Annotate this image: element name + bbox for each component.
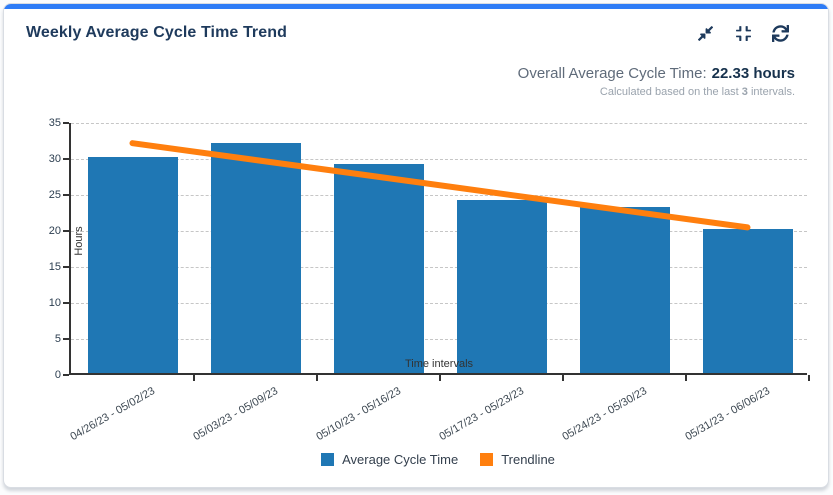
gridline	[71, 195, 807, 196]
y-tick-label: 20	[48, 225, 61, 237]
y-axis-tick	[63, 338, 69, 340]
compress-arrows-icon	[697, 25, 713, 41]
caption-suffix: intervals.	[747, 85, 795, 98]
x-axis-tick	[193, 375, 195, 381]
legend-label: Average Cycle Time	[342, 452, 459, 467]
chart-legend: Average Cycle Time Trendline	[69, 452, 807, 467]
widget-header: Weekly Average Cycle Time Trend	[4, 9, 828, 43]
x-tick-label: 05/10/23 - 05/16/23	[313, 385, 403, 444]
x-tick-label: 05/31/23 - 06/06/23	[682, 385, 772, 444]
summary-label: Overall Average Cycle Time:	[517, 65, 707, 82]
x-axis-tick	[808, 375, 810, 381]
summary-value: 22.33 hours	[711, 65, 795, 82]
compress-icon	[735, 25, 751, 41]
y-tick-label: 0	[54, 369, 61, 381]
y-tick-label: 35	[48, 117, 61, 129]
bar	[702, 229, 793, 373]
gridline	[71, 159, 807, 160]
y-tick-label: 25	[48, 189, 61, 201]
x-axis-tick	[316, 375, 318, 381]
x-tick-label: 05/24/23 - 05/30/23	[559, 385, 649, 444]
gridline	[71, 303, 807, 304]
bar	[579, 207, 670, 373]
y-axis-tick	[63, 266, 69, 268]
bar	[210, 142, 301, 373]
legend-swatch	[321, 453, 335, 466]
x-axis-tick	[685, 375, 687, 381]
legend-swatch	[480, 453, 494, 466]
y-axis-tick	[63, 230, 69, 232]
refresh-icon	[771, 24, 789, 42]
caption-intervals-count: 3	[741, 85, 748, 98]
x-axis-title: Time intervals	[404, 358, 474, 370]
widget-title: Weekly Average Cycle Time Trend	[26, 24, 288, 41]
bar	[333, 164, 424, 373]
legend-item[interactable]: Average Cycle Time	[321, 452, 458, 467]
y-tick-label: 15	[48, 261, 61, 273]
y-axis-tick	[63, 374, 69, 376]
gridline	[71, 267, 807, 268]
y-axis-tick	[63, 194, 69, 196]
gridline	[71, 123, 807, 124]
summary-caption: Calculated based on the last 3 intervals…	[4, 86, 795, 100]
bar	[456, 200, 547, 373]
x-tick-label: 05/03/23 - 05/09/23	[190, 385, 280, 444]
caption-prefix: Calculated based on the last	[599, 85, 742, 98]
x-tick-label: 04/26/23 - 05/02/23	[67, 385, 157, 444]
x-tick-label: 05/17/23 - 05/23/23	[436, 385, 526, 444]
y-tick-label: 10	[48, 297, 61, 309]
y-tick-label: 5	[54, 333, 61, 345]
widget-card: Weekly Average Cycle Time Trend Overall …	[3, 3, 829, 488]
gridline	[71, 231, 807, 232]
y-axis-tick	[63, 122, 69, 124]
x-axis-tick	[562, 375, 564, 381]
trendline	[129, 140, 751, 231]
card-top-accent	[4, 4, 828, 9]
bar	[87, 157, 178, 373]
y-axis-title: Hours	[73, 225, 85, 256]
compress-button[interactable]	[733, 23, 753, 43]
legend-item[interactable]: Trendline	[480, 452, 555, 467]
refresh-button[interactable]	[770, 23, 790, 43]
summary: Overall Average Cycle Time: 22.33 hours C…	[4, 65, 828, 100]
y-axis-tick	[63, 158, 69, 160]
collapse-button[interactable]	[696, 23, 716, 43]
legend-label: Trendline	[501, 452, 555, 467]
plot-area: Hours Time intervals 0 5 10 15 20 25 30 35 04/26…	[49, 117, 810, 443]
x-axis-tick	[439, 375, 441, 381]
widget-toolbar	[696, 23, 790, 43]
y-axis-tick	[63, 302, 69, 304]
y-tick-label: 30	[48, 153, 61, 165]
trendline-layer	[129, 140, 751, 231]
gridline	[71, 339, 807, 340]
